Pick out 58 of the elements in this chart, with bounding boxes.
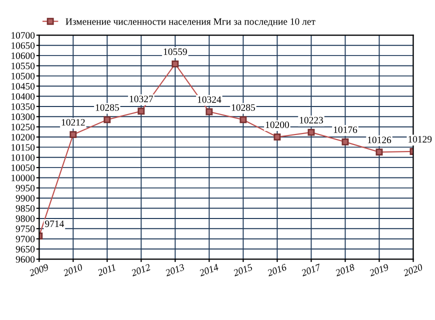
y-tick-label: 10050 [12, 164, 35, 172]
y-tick-label: 9600 [16, 256, 35, 263]
y-tick-label: 9700 [16, 236, 35, 242]
x-tick-label: 2011 [96, 264, 116, 276]
y-tick-label: 10650 [12, 42, 35, 49]
data-label: 9714 [45, 220, 64, 228]
data-label: 10285 [232, 104, 255, 111]
x-tick-label: 2012 [130, 264, 151, 276]
x-tick-label: 2010 [62, 264, 84, 276]
y-tick-label: 10600 [12, 52, 35, 60]
data-label: 10559 [164, 48, 187, 55]
x-tick-label: 2014 [198, 264, 219, 276]
data-label: 10200 [266, 122, 289, 128]
data-label: 10126 [368, 136, 392, 144]
x-tick-label: 2019 [368, 264, 390, 276]
y-tick-label: 9850 [16, 205, 35, 212]
y-tick-label: 10700 [12, 32, 35, 39]
y-tick-label: 9800 [16, 215, 35, 222]
data-label: 10324 [198, 96, 222, 103]
y-tick-label: 10400 [12, 93, 35, 100]
y-tick-label: 10200 [12, 134, 35, 140]
y-tick-label: 10150 [12, 144, 35, 151]
data-label: 10129 [408, 136, 432, 143]
y-tick-label: 9750 [16, 226, 35, 232]
data-label: 10212 [62, 119, 85, 126]
x-tick-label: 2015 [232, 264, 253, 276]
point [240, 116, 247, 124]
y-tick-label: 9950 [16, 184, 35, 192]
point [308, 128, 315, 136]
point [206, 108, 213, 116]
legend-label: Изменение численности населения Мги за последние 10 лет [66, 18, 316, 27]
data-label: 10327 [130, 96, 154, 102]
y-tick-label: 9650 [16, 246, 35, 252]
data-label: 10176 [334, 126, 358, 133]
point [70, 131, 77, 138]
y-tick-label: 10250 [12, 124, 35, 130]
y-tick-label: 10500 [12, 72, 35, 80]
x-tick-label: 2009 [28, 264, 49, 276]
point [172, 60, 179, 68]
point [376, 148, 383, 156]
y-tick-label: 10300 [12, 114, 35, 120]
x-tick-label: 2016 [266, 264, 288, 276]
x-tick-label: 2013 [164, 264, 185, 276]
data-label: 10285 [96, 104, 119, 111]
point [104, 116, 111, 124]
data-label: 10223 [300, 116, 323, 124]
y-tick-label: 10000 [12, 174, 35, 182]
y-tick-label: 10100 [12, 154, 35, 161]
y-tick-label: 10350 [12, 103, 35, 110]
x-tick-label: 2020 [402, 264, 424, 276]
y-tick-label: 10550 [12, 62, 35, 70]
y-tick-label: 9900 [16, 195, 35, 202]
point [138, 108, 145, 115]
point [342, 138, 349, 146]
x-tick-label: 2018 [334, 264, 356, 276]
y-tick-label: 10450 [12, 83, 35, 90]
point [274, 134, 281, 140]
x-tick-label: 2017 [300, 264, 322, 276]
